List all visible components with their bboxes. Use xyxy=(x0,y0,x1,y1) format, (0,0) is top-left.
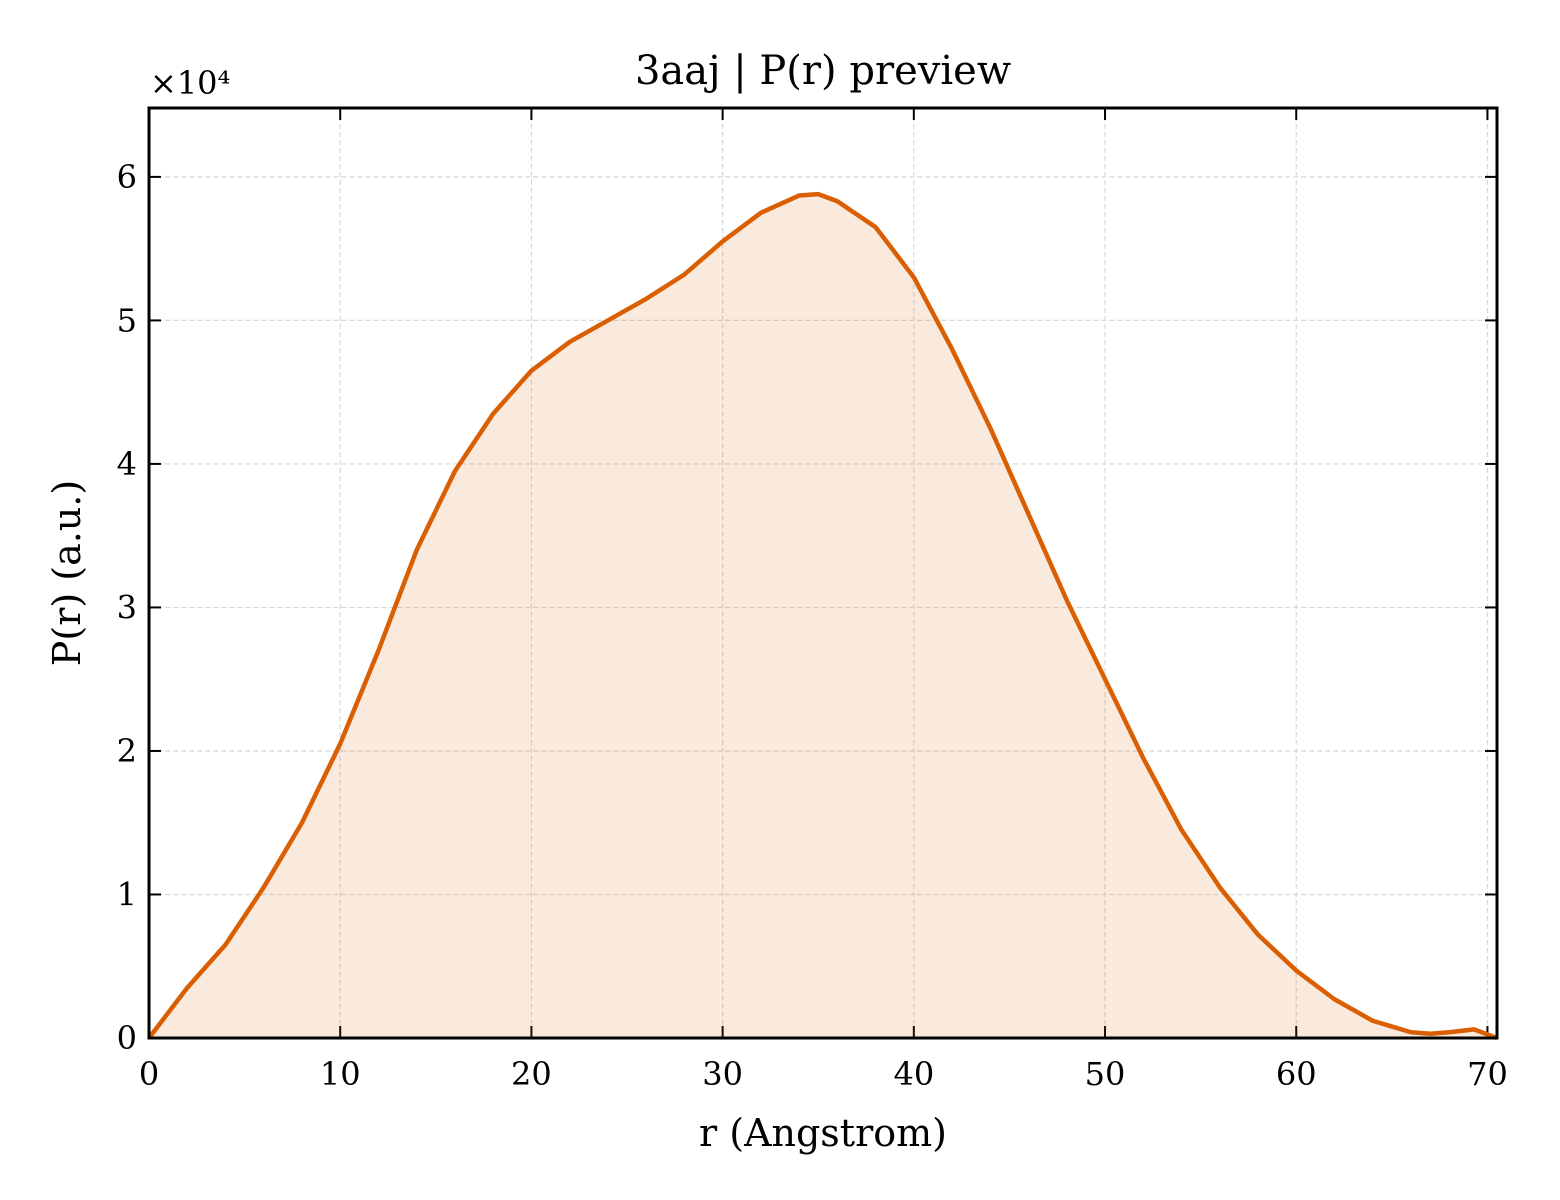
chart-title: 3aaj | P(r) preview xyxy=(635,48,1011,94)
y-tick-label: 1 xyxy=(117,875,137,913)
y-tick-label: 6 xyxy=(117,158,137,196)
y-tick-label: 5 xyxy=(117,301,137,339)
x-tick-label: 40 xyxy=(893,1055,934,1093)
x-axis-label: r (Angstrom) xyxy=(699,1111,947,1155)
x-tick-label: 70 xyxy=(1467,1055,1508,1093)
area xyxy=(149,194,1497,1039)
y-offset-label: ×10⁴ xyxy=(150,64,230,102)
y-axis-label: P(r) (a.u.) xyxy=(45,480,89,666)
y-tick-label: 4 xyxy=(117,445,137,483)
x-tick-label: 20 xyxy=(511,1055,552,1093)
x-tick-label: 50 xyxy=(1085,1055,1126,1093)
x-tick-label: 60 xyxy=(1276,1055,1317,1093)
y-tick-label: 3 xyxy=(117,588,137,626)
x-tick-label: 30 xyxy=(702,1055,743,1093)
x-tick-label: 0 xyxy=(139,1055,159,1093)
plot-frame xyxy=(147,106,1499,1040)
y-tick-label: 2 xyxy=(117,732,137,770)
line xyxy=(147,191,1498,1041)
x-tick-label: 10 xyxy=(320,1055,361,1093)
y-tick-label: 0 xyxy=(117,1019,137,1057)
